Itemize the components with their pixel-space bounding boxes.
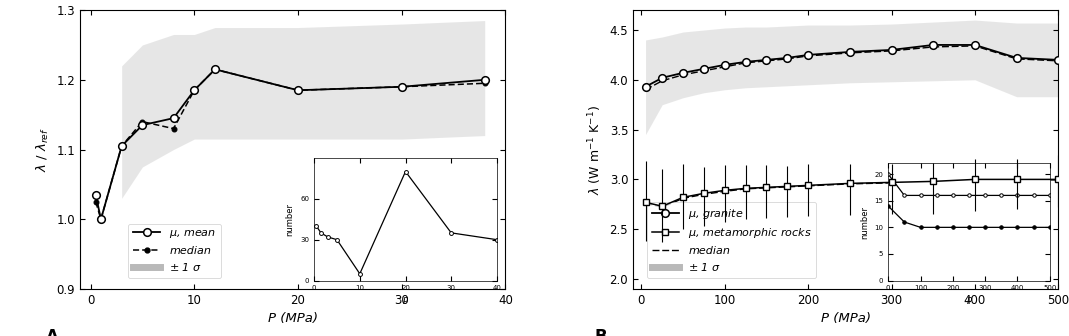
Y-axis label: $\lambda$ (W m$^{-1}$ K$^{-1}$): $\lambda$ (W m$^{-1}$ K$^{-1}$): [587, 104, 604, 195]
Text: B: B: [594, 328, 607, 336]
Legend: $\mu$, granite, $\mu$, metamorphic rocks, median, $\pm$ 1 $\sigma$: $\mu$, granite, $\mu$, metamorphic rocks…: [647, 202, 817, 278]
Legend: $\mu$, mean, median, $\pm$ 1 $\sigma$: $\mu$, mean, median, $\pm$ 1 $\sigma$: [128, 224, 221, 278]
X-axis label: P (MPa): P (MPa): [821, 312, 870, 325]
Text: A: A: [46, 328, 59, 336]
Y-axis label: $\lambda$ / $\lambda_{ref}$: $\lambda$ / $\lambda_{ref}$: [35, 127, 51, 172]
X-axis label: P (MPa): P (MPa): [268, 312, 317, 325]
